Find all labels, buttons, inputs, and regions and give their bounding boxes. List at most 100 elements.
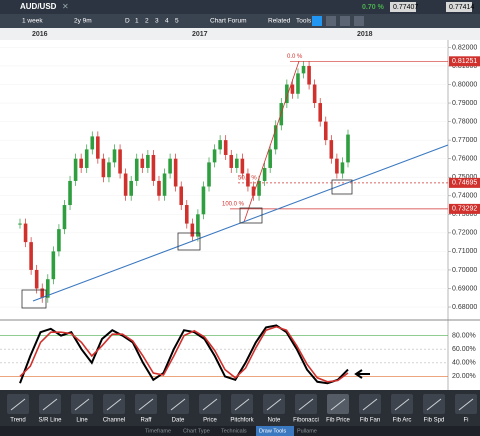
- candle: [73, 158, 78, 181]
- tool-label[interactable]: Fibonacci: [293, 418, 319, 424]
- candle: [318, 103, 323, 122]
- change: 0.70 %: [362, 4, 385, 11]
- candle: [323, 121, 328, 141]
- tool-label[interactable]: Trend: [10, 418, 25, 424]
- symbol: AUD/USD: [20, 2, 57, 11]
- tool-label[interactable]: Fib Spd: [424, 418, 445, 424]
- y-tick-label: 0.73000: [452, 211, 477, 218]
- candle: [51, 251, 56, 280]
- range[interactable]: 2y 9m: [74, 18, 92, 25]
- marker-box: [239, 207, 263, 224]
- tool-label[interactable]: Fib Arc: [393, 418, 412, 424]
- candle: [251, 186, 256, 196]
- y-tick-label: 0.75000: [452, 174, 477, 181]
- title-bar: [0, 0, 480, 14]
- candle: [223, 140, 228, 155]
- period[interactable]: 5: [175, 18, 179, 25]
- buy-box[interactable]: [446, 2, 472, 12]
- tool-icon[interactable]: [354, 16, 364, 26]
- tool-icon[interactable]: [340, 16, 350, 26]
- tool-glyph: [138, 398, 154, 411]
- period[interactable]: 4: [165, 18, 169, 25]
- price-tag-label: 0.81251: [452, 58, 477, 65]
- candle: [40, 288, 45, 298]
- y-tick-label: 0.70000: [452, 267, 477, 274]
- fib-level: 0.0 %: [287, 54, 303, 60]
- tool-icon[interactable]: [326, 16, 336, 26]
- period[interactable]: 3: [155, 18, 159, 25]
- tab-label[interactable]: Pullame: [297, 428, 317, 434]
- related[interactable]: Related: [268, 18, 291, 25]
- oscillator-line: [19, 324, 349, 385]
- tool-label[interactable]: Date: [172, 418, 185, 424]
- tools[interactable]: Tools: [296, 18, 312, 25]
- candle: [257, 180, 261, 196]
- fib-leg: [243, 61, 300, 223]
- candle: [29, 242, 33, 270]
- tab-label[interactable]: Chart Type: [183, 428, 210, 434]
- candle: [246, 173, 250, 187]
- candle: [18, 223, 22, 225]
- tool-glyph: [298, 398, 314, 411]
- y-tick-label: 0.80000: [452, 81, 477, 88]
- tool-glyph: [106, 398, 122, 411]
- tool-label[interactable]: Raff: [141, 418, 152, 424]
- y-tick-label: 0.82000: [452, 44, 477, 51]
- sell-box[interactable]: [390, 2, 416, 12]
- candle: [68, 180, 72, 206]
- interval[interactable]: 1 week: [22, 18, 43, 25]
- y-tick-label: 0.68000: [452, 304, 477, 311]
- tool-label[interactable]: S/R Line: [38, 418, 62, 424]
- candle: [45, 279, 50, 298]
- candle: [134, 158, 139, 181]
- draw-tools: Trend S/R Line Line Channel Raff Date Price Pit…: [7, 394, 477, 424]
- tool-glyph: [10, 398, 26, 411]
- tab-label[interactable]: Draw Tools: [259, 428, 286, 434]
- year-label: 2018: [357, 31, 373, 38]
- candle: [84, 149, 89, 168]
- price-tag-label: 0.74695: [452, 180, 477, 187]
- year-label: 2017: [192, 31, 208, 38]
- tool-label[interactable]: Price: [203, 418, 217, 424]
- oscillator-panel: 20.00% 40.00% 60.00% 80.00%: [0, 324, 476, 385]
- candle: [90, 136, 95, 150]
- candle: [179, 186, 184, 206]
- candle: [57, 229, 61, 252]
- tool-label[interactable]: Line: [76, 418, 88, 424]
- tool-icon[interactable]: [312, 16, 322, 26]
- period[interactable]: D: [125, 18, 130, 25]
- candle: [329, 140, 334, 159]
- y-tick-label: 0.69000: [452, 285, 477, 292]
- chart-forum[interactable]: Chart Forum: [210, 18, 246, 25]
- candle: [118, 149, 122, 174]
- tool-label[interactable]: Pitchfork: [230, 418, 254, 424]
- price-tag: [449, 56, 480, 67]
- tool-label[interactable]: Channel: [103, 418, 125, 424]
- candle: [107, 162, 111, 178]
- tab-label[interactable]: Technicals: [221, 428, 247, 434]
- candle: [212, 149, 217, 163]
- close-icon[interactable]: ✕: [62, 2, 69, 11]
- candle: [151, 154, 156, 181]
- tab-label[interactable]: Timeframe: [145, 428, 171, 434]
- candle: [34, 269, 39, 289]
- candle: [196, 214, 200, 237]
- year-header: [0, 28, 480, 40]
- tool-label[interactable]: Fib Fan: [360, 418, 380, 424]
- tool-glyph: [330, 398, 346, 411]
- candle: [240, 158, 245, 174]
- y-tick-label: 60.00%: [452, 346, 476, 353]
- active-tab: [256, 426, 294, 436]
- y-tick-label: 0.72000: [452, 230, 477, 237]
- tool-label[interactable]: Fi: [464, 418, 469, 424]
- tool-label[interactable]: Note: [268, 418, 281, 424]
- candle: [190, 223, 195, 237]
- period[interactable]: 2: [145, 18, 149, 25]
- y-tick-label: 0.76000: [452, 156, 477, 163]
- candle: [168, 158, 172, 174]
- y-tick-label: 0.79000: [452, 100, 477, 107]
- tool-label[interactable]: Fib Price: [326, 418, 350, 424]
- tool-glyph: [394, 398, 410, 411]
- period[interactable]: 1: [135, 18, 139, 25]
